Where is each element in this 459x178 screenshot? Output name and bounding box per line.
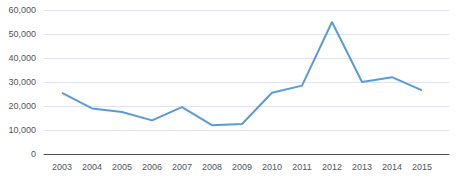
svg-text:10,000: 10,000 <box>8 125 36 135</box>
svg-text:2004: 2004 <box>82 162 102 172</box>
svg-text:40,000: 40,000 <box>8 53 36 63</box>
svg-text:2009: 2009 <box>232 162 252 172</box>
svg-text:0: 0 <box>31 149 36 159</box>
svg-text:60,000: 60,000 <box>8 5 36 15</box>
svg-text:20,000: 20,000 <box>8 101 36 111</box>
svg-text:2008: 2008 <box>202 162 222 172</box>
svg-text:2015: 2015 <box>412 162 432 172</box>
svg-text:2012: 2012 <box>322 162 342 172</box>
svg-text:2007: 2007 <box>172 162 192 172</box>
svg-text:2014: 2014 <box>382 162 402 172</box>
svg-text:2005: 2005 <box>112 162 132 172</box>
svg-text:50,000: 50,000 <box>8 29 36 39</box>
svg-text:2006: 2006 <box>142 162 162 172</box>
svg-text:2003: 2003 <box>52 162 72 172</box>
svg-text:2013: 2013 <box>352 162 372 172</box>
svg-text:30,000: 30,000 <box>8 77 36 87</box>
svg-text:2011: 2011 <box>292 162 311 172</box>
svg-text:2010: 2010 <box>262 162 282 172</box>
